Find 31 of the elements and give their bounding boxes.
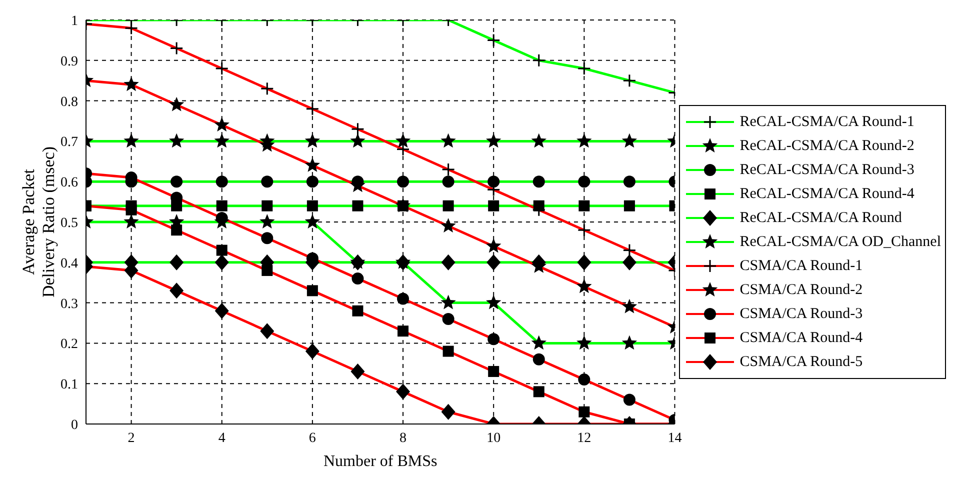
y-tick-label: 0.7 [60,135,78,150]
y-tick-label: 0 [71,418,78,433]
legend-label: ReCAL-CSMA/CA Round [740,210,902,226]
legend-label: ReCAL-CSMA/CA OD_Channel [740,234,941,250]
legend-label: ReCAL-CSMA/CA Round-3 [740,162,914,178]
x-axis-title: Number of BMSs [323,453,438,470]
x-tick-label: 12 [577,430,592,446]
legend-label: CSMA/CA Round-3 [740,306,863,322]
legend-label: CSMA/CA Round-5 [740,354,863,370]
y-tick-label: 0.1 [60,378,78,393]
y-tick-label: 0.3 [60,296,78,312]
x-tick-label: 6 [308,430,316,446]
legend-label: ReCAL-CSMA/CA Round-4 [740,186,914,202]
x-tick-label: 8 [400,430,407,446]
legend-label: CSMA/CA Round-1 [740,258,863,274]
legend-label: ReCAL-CSMA/CA Round-1 [740,114,914,130]
legend-label: CSMA/CA Round-4 [740,330,863,346]
y-tick-label: 1 [71,14,78,29]
y-tick-label: 0.2 [60,337,78,352]
x-tick-label: 4 [218,430,226,446]
y-axis-title: Average Packet Delivery Ratio (msec) [19,146,58,298]
x-tick-label: 10 [486,430,501,446]
y-tick-label: 0.4 [60,256,78,272]
x-tick-label: 2 [128,430,135,446]
legend-label: ReCAL-CSMA/CA Round-2 [740,138,914,154]
y-tick-label: 0.5 [60,216,78,231]
legend-label: CSMA/CA Round-2 [740,282,863,298]
y-tick-label: 0.9 [60,54,78,70]
y-tick-label: 0.8 [60,94,78,110]
x-tick-label: 14 [668,430,682,446]
y-tick-label: 0.6 [60,176,78,191]
